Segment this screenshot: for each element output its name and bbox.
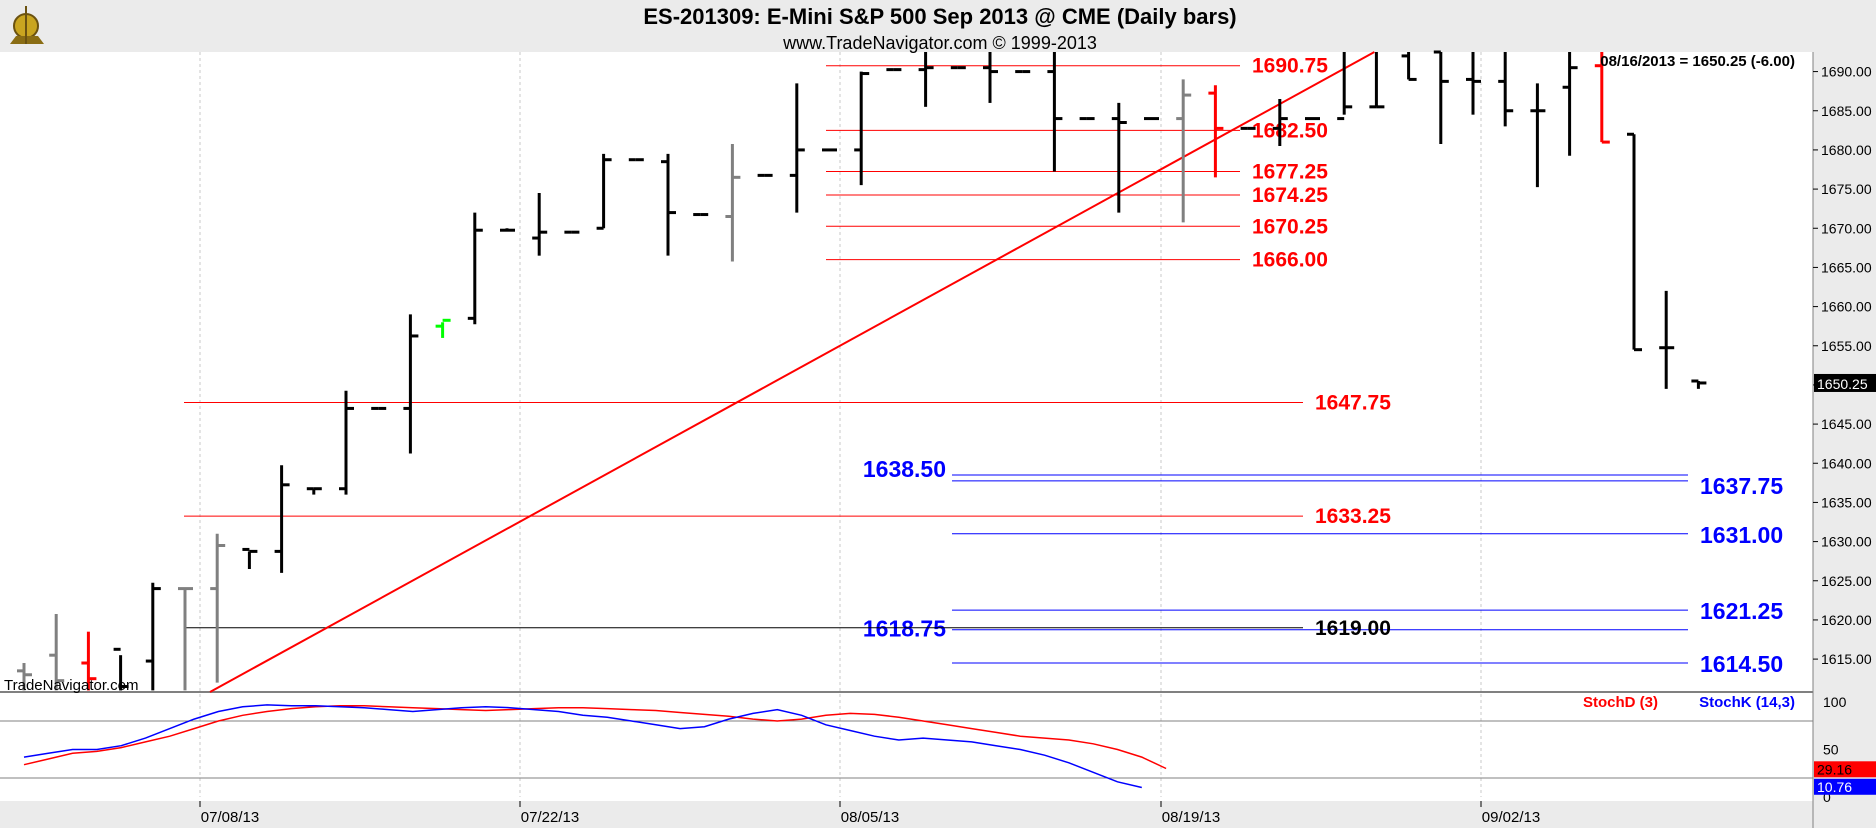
level-label: 1690.75 <box>1252 55 1328 78</box>
last-price-tag <box>1814 373 1876 392</box>
level-label: 1621.25 <box>1700 598 1783 624</box>
date-tick-label: 07/08/13 <box>201 809 259 826</box>
price-tick-label: 1645.00 <box>1821 416 1872 432</box>
stoch-tick-label: 0 <box>1823 789 1831 805</box>
date-tick-label: 09/02/13 <box>1482 809 1540 826</box>
ohlc-bar <box>17 663 32 691</box>
ohlc-bar <box>1401 52 1417 81</box>
ohlc-bar <box>1659 290 1675 389</box>
ohlc-bar <box>1272 99 1288 147</box>
ohlc-bar <box>918 52 934 107</box>
stoch-d-line <box>23 705 1167 770</box>
ohlc-bar <box>854 71 870 186</box>
ohlc-bar <box>500 228 515 232</box>
ohlc-bar <box>1337 52 1353 121</box>
last-price-label: 1650.25 <box>1817 376 1868 392</box>
level-label: 1631.00 <box>1700 522 1783 548</box>
price-tick-label: 1655.00 <box>1821 338 1872 354</box>
ohlc-bar <box>725 144 741 262</box>
ohlc-bar <box>274 465 290 573</box>
price-tick-label: 1680.00 <box>1821 142 1872 158</box>
ohlc-bar <box>242 547 258 570</box>
ohlc-bar <box>1176 79 1192 223</box>
level-label: 1619.00 <box>1315 617 1391 640</box>
ohlc-bar <box>1530 83 1546 188</box>
ohlc-bar <box>1111 102 1127 213</box>
ohlc-bar <box>178 587 193 691</box>
ohlc-bar <box>467 212 483 325</box>
ohlc-bar <box>1466 52 1481 115</box>
stoch-k-value: 10.76 <box>1817 779 1852 795</box>
level-label: 1638.50 <box>863 456 946 482</box>
ohlc-bar <box>1047 52 1063 172</box>
ohlc-bar <box>49 614 65 691</box>
level-label: 1674.25 <box>1252 184 1328 207</box>
price-axis-panel <box>1813 52 1876 828</box>
ohlc-bar <box>339 390 354 495</box>
ohlc-bar <box>1369 52 1385 109</box>
ohlc-bar <box>1627 132 1642 352</box>
chart-subtitle: www.TradeNavigator.com © 1999-2013 <box>782 33 1097 53</box>
ohlc-bar <box>145 582 161 691</box>
stoch-k-value-tag <box>1814 778 1876 795</box>
tradenavigator-logo-icon <box>10 6 44 44</box>
stoch-tick-label: 100 <box>1823 694 1847 710</box>
level-label: 1677.25 <box>1252 160 1328 183</box>
stoch-k-line <box>23 704 1142 789</box>
ohlc-bar <box>1208 85 1224 178</box>
price-tick-label: 1630.00 <box>1821 534 1872 550</box>
price-tick-label: 1670.00 <box>1821 220 1872 236</box>
price-tick-label: 1675.00 <box>1821 181 1872 197</box>
level-label: 1682.50 <box>1252 119 1328 142</box>
price-tick-label: 1690.00 <box>1821 64 1872 80</box>
ohlc-bar <box>1594 52 1610 144</box>
ohlc-bar <box>403 314 419 454</box>
ohlc-bar <box>1433 50 1449 145</box>
price-tick-label: 1665.00 <box>1821 259 1872 275</box>
price-tick-label: 1685.00 <box>1821 103 1872 119</box>
ohlc-bar <box>435 318 451 338</box>
price-tick-label: 1635.00 <box>1821 494 1872 510</box>
header-band <box>0 0 1876 52</box>
level-label: 1670.25 <box>1252 215 1328 238</box>
chart-title: ES-201309: E-Mini S&P 500 Sep 2013 @ CME… <box>643 4 1236 29</box>
level-label: 1637.75 <box>1700 473 1783 499</box>
stoch-d-value-tag <box>1814 761 1876 778</box>
level-label: 1614.50 <box>1700 651 1783 677</box>
date-axis-panel <box>0 801 1813 828</box>
stoch-d-value: 29.16 <box>1817 761 1852 777</box>
ohlc-bar <box>1691 379 1707 389</box>
level-label: 1666.00 <box>1252 249 1328 272</box>
price-tick-label: 1640.00 <box>1821 455 1872 471</box>
ohlc-bar <box>81 631 97 691</box>
ohlc-bar <box>789 83 805 213</box>
ohlc-bar <box>532 193 548 256</box>
ohlc-bar <box>1498 52 1514 127</box>
ohlc-bar <box>210 533 226 683</box>
price-tick-label: 1660.00 <box>1821 299 1872 315</box>
ohlc-bar <box>306 487 322 495</box>
ohlc-bar <box>596 153 612 230</box>
price-tick-label: 1615.00 <box>1821 651 1872 667</box>
price-tick-label: 1620.00 <box>1821 612 1872 628</box>
date-tick-label: 08/05/13 <box>841 809 899 826</box>
level-label: 1633.25 <box>1315 505 1391 528</box>
ohlc-bar <box>1562 52 1578 156</box>
stoch-d-legend: StochD (3) <box>1583 694 1658 711</box>
ohlc-bar <box>113 647 129 691</box>
level-label: 1647.75 <box>1315 392 1391 415</box>
last-value-readout: 08/16/2013 = 1650.25 (-6.00) <box>1600 53 1795 70</box>
watermark: TradeNavigator.com <box>4 677 139 694</box>
stoch-tick-label: 50 <box>1823 742 1839 758</box>
level-label: 1618.75 <box>863 616 946 642</box>
date-tick-label: 08/19/13 <box>1162 809 1220 826</box>
stoch-k-legend: StochK (14,3) <box>1699 694 1795 711</box>
date-tick-label: 07/22/13 <box>521 809 579 826</box>
trend-line <box>209 51 1375 693</box>
ohlc-bar <box>983 52 998 103</box>
price-tick-label: 1625.00 <box>1821 573 1872 589</box>
ohlc-bar <box>661 153 676 256</box>
